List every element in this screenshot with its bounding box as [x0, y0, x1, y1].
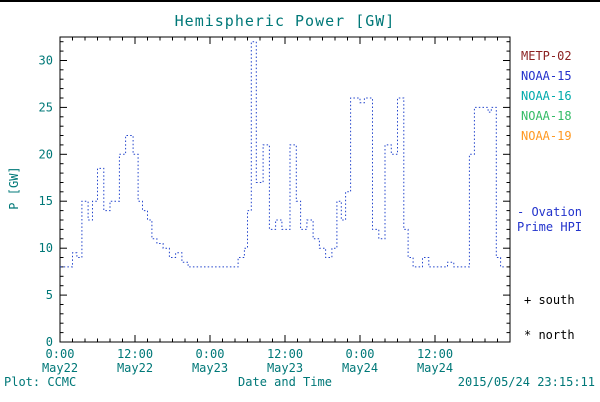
legend-item-noaa-18: NOAA-18	[521, 109, 572, 123]
x-tick-date-label: May23	[267, 361, 303, 375]
y-tick-label: 30	[39, 54, 53, 68]
ovation-label-line2: Prime HPI	[517, 220, 583, 234]
x-tick-time-label: 0:00	[346, 347, 375, 361]
x-tick-time-label: 0:00	[46, 347, 75, 361]
legend-item-noaa-19: NOAA-19	[521, 129, 572, 143]
x-tick-date-label: May23	[192, 361, 228, 375]
y-tick-label: 0	[46, 335, 53, 349]
x-tick-date-label: May22	[117, 361, 153, 375]
x-tick-date-label: May24	[417, 361, 453, 375]
legend-item-noaa-16: NOAA-16	[521, 89, 572, 103]
legend-item-metp-02: METP-02	[521, 49, 572, 63]
x-tick-date-label: May24	[342, 361, 378, 375]
satellite-legend: METP-02 NOAA-15 NOAA-16 NOAA-18 NOAA-19	[521, 46, 572, 146]
x-tick-time-label: 0:00	[196, 347, 225, 361]
y-tick-label: 15	[39, 194, 53, 208]
y-tick-label: 5	[46, 288, 53, 302]
chart-title: Hemispheric Power [GW]	[174, 12, 396, 30]
legend-item-noaa-15: NOAA-15	[521, 69, 572, 83]
x-axis-label: Date and Time	[238, 375, 332, 389]
ovation-prime-hpi-label: - Ovation Prime HPI	[517, 205, 582, 235]
north-marker-label: * north	[524, 328, 575, 342]
x-tick-date-label: May22	[42, 361, 78, 375]
x-tick-time-label: 12:00	[417, 347, 453, 361]
ovation-label-line1: - Ovation	[517, 205, 583, 219]
plot-timestamp: 2015/05/24 23:15:11	[457, 375, 595, 389]
axis-frame	[59, 36, 511, 343]
hpi-step-line	[60, 41, 506, 268]
y-tick-label: 20	[39, 147, 53, 161]
plot-credit: Plot: CCMC	[4, 375, 77, 389]
x-tick-time-label: 12:00	[117, 347, 153, 361]
south-marker-label: + south	[524, 293, 575, 307]
y-tick-label: 10	[39, 241, 53, 255]
x-tick-time-label: 12:00	[267, 347, 303, 361]
y-tick-label: 25	[39, 100, 53, 114]
